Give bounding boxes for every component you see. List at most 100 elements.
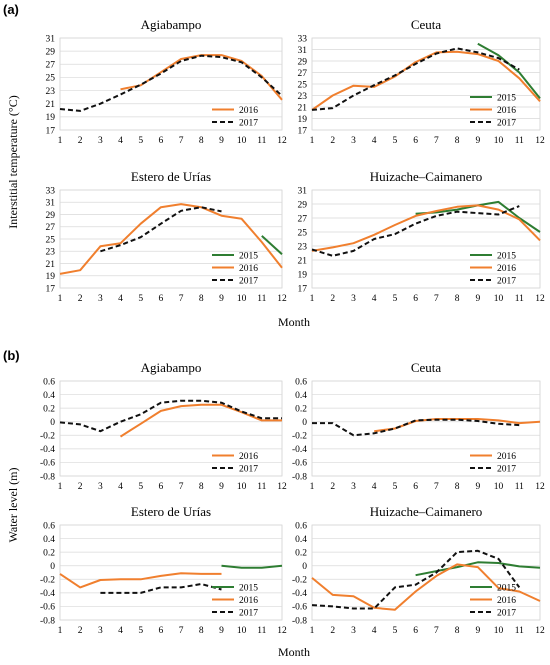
chart-title: Agiabampo: [141, 17, 202, 32]
y-tick-label: 0.4: [295, 535, 307, 545]
y-tick-label: -0.4: [292, 445, 307, 455]
x-tick-label: 5: [138, 136, 143, 146]
y-tick-label: 21: [298, 256, 308, 266]
y-tick-label: 25: [298, 228, 308, 238]
x-tick-label: 6: [159, 294, 164, 304]
x-tick-label: 2: [78, 482, 83, 492]
x-tick-label: 8: [199, 482, 204, 492]
y-tick-label: 27: [46, 223, 56, 233]
y-tick-label: -0.8: [292, 616, 307, 626]
series-line-2017: [311, 47, 520, 111]
y-tick-label: 0.2: [43, 548, 55, 558]
legend-label: 2017: [497, 464, 516, 474]
x-tick-label: 11: [257, 136, 266, 146]
x-tick-label: 12: [535, 136, 545, 146]
y-tick-label: 0: [50, 418, 55, 428]
y-tick-label: -0.8: [40, 472, 55, 482]
legend-label: 2016: [239, 452, 258, 462]
x-tick-label: 10: [237, 294, 247, 304]
y-tick-label: 29: [298, 200, 308, 210]
x-tick-label: 11: [515, 136, 524, 146]
y-tick-label: 19: [298, 270, 308, 280]
y-tick-label: 17: [46, 126, 56, 136]
y-tick-label: 27: [298, 69, 308, 79]
x-tick-label: 6: [159, 626, 164, 636]
legend-label: 2016: [239, 596, 258, 606]
x-tick-label: 1: [58, 482, 63, 492]
y-tick-label: -0.2: [40, 576, 55, 586]
series-line-2016: [59, 572, 222, 589]
x-tick-label: 11: [257, 482, 266, 492]
legend-label: 2015: [239, 583, 258, 593]
series-line-2016: [311, 204, 541, 252]
x-tick-label: 7: [434, 136, 439, 146]
x-tick-label: 10: [237, 626, 247, 636]
y-tick-label: 23: [46, 248, 56, 258]
y-tick-label: 27: [46, 61, 56, 71]
x-tick-label: 12: [535, 482, 545, 492]
x-tick-label: 12: [277, 136, 287, 146]
y-tick-label: 19: [46, 113, 56, 123]
series-line-2017: [312, 418, 520, 437]
y-tick-label: 29: [46, 47, 56, 57]
y-tick-label: 0: [302, 562, 307, 572]
ylabel-water-level: Water level (m): [6, 468, 20, 543]
x-tick-label: 12: [535, 294, 545, 304]
x-tick-label: 4: [118, 136, 123, 146]
y-tick-label: 17: [46, 284, 56, 294]
legend-label: 2017: [497, 276, 516, 286]
x-tick-label: 2: [78, 294, 83, 304]
panel-label-a: (a): [3, 2, 19, 17]
chart-title: Huizache–Caimanero: [370, 169, 483, 184]
y-tick-label: 0.4: [295, 391, 307, 401]
y-tick-label: 21: [46, 260, 56, 270]
y-tick-label: 25: [46, 74, 56, 84]
y-tick-label: 0: [50, 562, 55, 572]
chart-panel: -0.8-0.6-0.4-0.200.20.40.61 2 3 4 5 6 7 8 9 10 11 1…: [40, 360, 287, 492]
x-tick-label: 1: [310, 136, 315, 146]
x-tick-label: 12: [277, 482, 287, 492]
x-tick-label: 4: [118, 482, 123, 492]
x-tick-label: 11: [515, 626, 524, 636]
chart-panel: -0.8-0.6-0.4-0.200.20.40.61 2 3 4 5 6 7 8 9 10 11 1…: [292, 504, 545, 636]
legend-label: 2015: [497, 251, 516, 261]
x-tick-label: 12: [277, 294, 287, 304]
x-tick-label: 8: [199, 294, 204, 304]
x-tick-label: 3: [98, 482, 103, 492]
y-tick-label: -0.2: [40, 432, 55, 442]
x-tick-label: 2: [330, 294, 335, 304]
legend-label: 2015: [497, 583, 516, 593]
series-line-2016: [374, 418, 541, 433]
x-tick-label: 4: [372, 482, 377, 492]
y-tick-label: 0.2: [43, 404, 55, 414]
chart-title: Estero de Urías: [131, 504, 211, 519]
chart-title: Estero de Urías: [131, 169, 211, 184]
y-tick-label: -0.2: [292, 576, 307, 586]
x-tick-label: 4: [372, 136, 377, 146]
x-tick-label: 7: [434, 294, 439, 304]
series-line-2015: [415, 561, 541, 577]
xlabel-month-a: Month: [278, 315, 310, 329]
x-tick-label: 1: [58, 626, 63, 636]
x-tick-label: 9: [475, 626, 480, 636]
x-tick-label: 3: [351, 482, 356, 492]
y-tick-label: 25: [46, 235, 56, 245]
x-tick-label: 11: [257, 294, 266, 304]
x-tick-label: 3: [351, 136, 356, 146]
y-tick-label: 0.6: [295, 521, 307, 531]
series-line-2016: [59, 203, 283, 275]
y-tick-label: -0.6: [292, 459, 307, 469]
x-tick-label: 5: [393, 136, 398, 146]
y-tick-label: 0.2: [295, 404, 307, 414]
legend-label: 2015: [239, 251, 258, 261]
x-tick-label: 10: [494, 626, 504, 636]
x-tick-label: 2: [78, 626, 83, 636]
x-tick-label: 7: [434, 626, 439, 636]
legend-label: 2016: [497, 264, 516, 274]
x-tick-label: 8: [455, 136, 460, 146]
x-tick-label: 5: [138, 626, 143, 636]
series-line-2017: [59, 399, 282, 433]
x-tick-label: 8: [455, 482, 460, 492]
